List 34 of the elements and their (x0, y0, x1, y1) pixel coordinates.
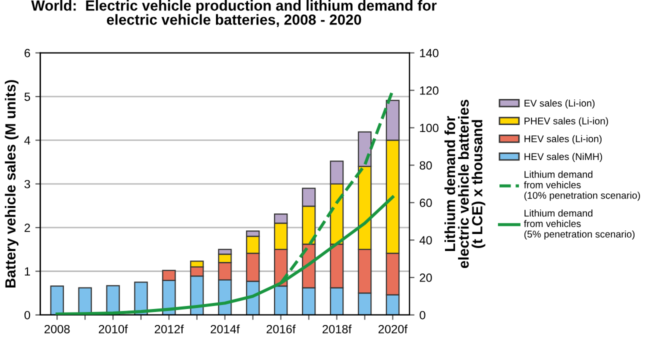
x-tick-label: 2020f (378, 324, 408, 334)
y2-tick-label: 0 (420, 310, 426, 320)
legend-label: HEV sales (Li-ion) (524, 135, 602, 144)
y2-tick-label: 140 (420, 48, 438, 58)
legend-label: EV sales (Li-ion) (524, 99, 595, 109)
x-tick-label: 2010f (98, 324, 128, 334)
x-tick-label: 2018f (322, 324, 352, 334)
bar (106, 285, 120, 315)
x-tick-label: 2008 (44, 324, 70, 334)
bar (134, 282, 148, 315)
y-tick-label: 3 (24, 180, 30, 188)
y-tick-label: 0 (24, 310, 30, 320)
y-tick-label: 5 (24, 92, 30, 101)
bar (50, 286, 64, 315)
legend-label: PHEV sales (Li-ion) (524, 117, 608, 126)
y-tick-label: 1 (24, 267, 30, 276)
y-tick-label: 2 (24, 224, 30, 232)
y2-tick-label: 100 (420, 124, 438, 132)
y-tick-label: 6 (24, 48, 30, 58)
legend-label: Lithium demand from vehicles (5% penetration scenario) (524, 210, 635, 240)
y2-axis-title: Lithium demand for electric vehicle batteries (t LCE) x thousand (444, 100, 486, 268)
y2-tick-label: 60 (420, 198, 432, 208)
y-tick-label: 4 (24, 136, 30, 145)
x-tick-label: 2014f (210, 324, 240, 334)
y2-tick-label: 20 (420, 274, 432, 282)
chart-title: World: Electric vehicle production and lithium demand for electric vehicle batteries, 2008 - 2020 (31, 0, 437, 27)
y2-tick-label: 40 (419, 236, 432, 244)
y-axis-title: Battery vehicle sales (M units) (4, 80, 18, 288)
y2-tick-label: 120 (420, 86, 438, 95)
legend-label: Lithium demand from vehicles (10% penetration scenario) (524, 170, 640, 201)
x-tick-label: 2012f (154, 324, 184, 334)
legend-label: HEV sales (NiMH) (524, 152, 602, 162)
x-tick-label: 2016f (266, 324, 296, 334)
y2-tick-label: 80 (420, 161, 432, 170)
